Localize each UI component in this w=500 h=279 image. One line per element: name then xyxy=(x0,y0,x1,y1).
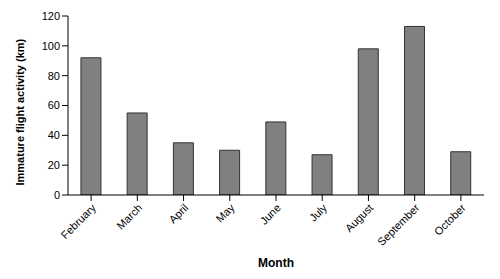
svg-text:April: April xyxy=(166,201,190,225)
svg-text:October: October xyxy=(432,201,468,237)
svg-text:June: June xyxy=(258,201,283,226)
svg-text:February: February xyxy=(58,201,98,241)
svg-text:Month: Month xyxy=(258,256,294,270)
svg-text:120: 120 xyxy=(42,10,60,22)
svg-text:40: 40 xyxy=(48,129,60,141)
svg-text:August: August xyxy=(343,201,376,234)
svg-text:80: 80 xyxy=(48,70,60,82)
svg-text:July: July xyxy=(307,201,330,224)
svg-text:Immature flight activity (km): Immature flight activity (km) xyxy=(14,38,26,185)
svg-text:100: 100 xyxy=(42,40,60,52)
svg-text:March: March xyxy=(114,201,144,231)
svg-text:60: 60 xyxy=(48,99,60,111)
svg-text:May: May xyxy=(214,201,238,225)
svg-text:20: 20 xyxy=(48,159,60,171)
svg-text:September: September xyxy=(375,201,422,248)
svg-text:0: 0 xyxy=(54,189,60,201)
